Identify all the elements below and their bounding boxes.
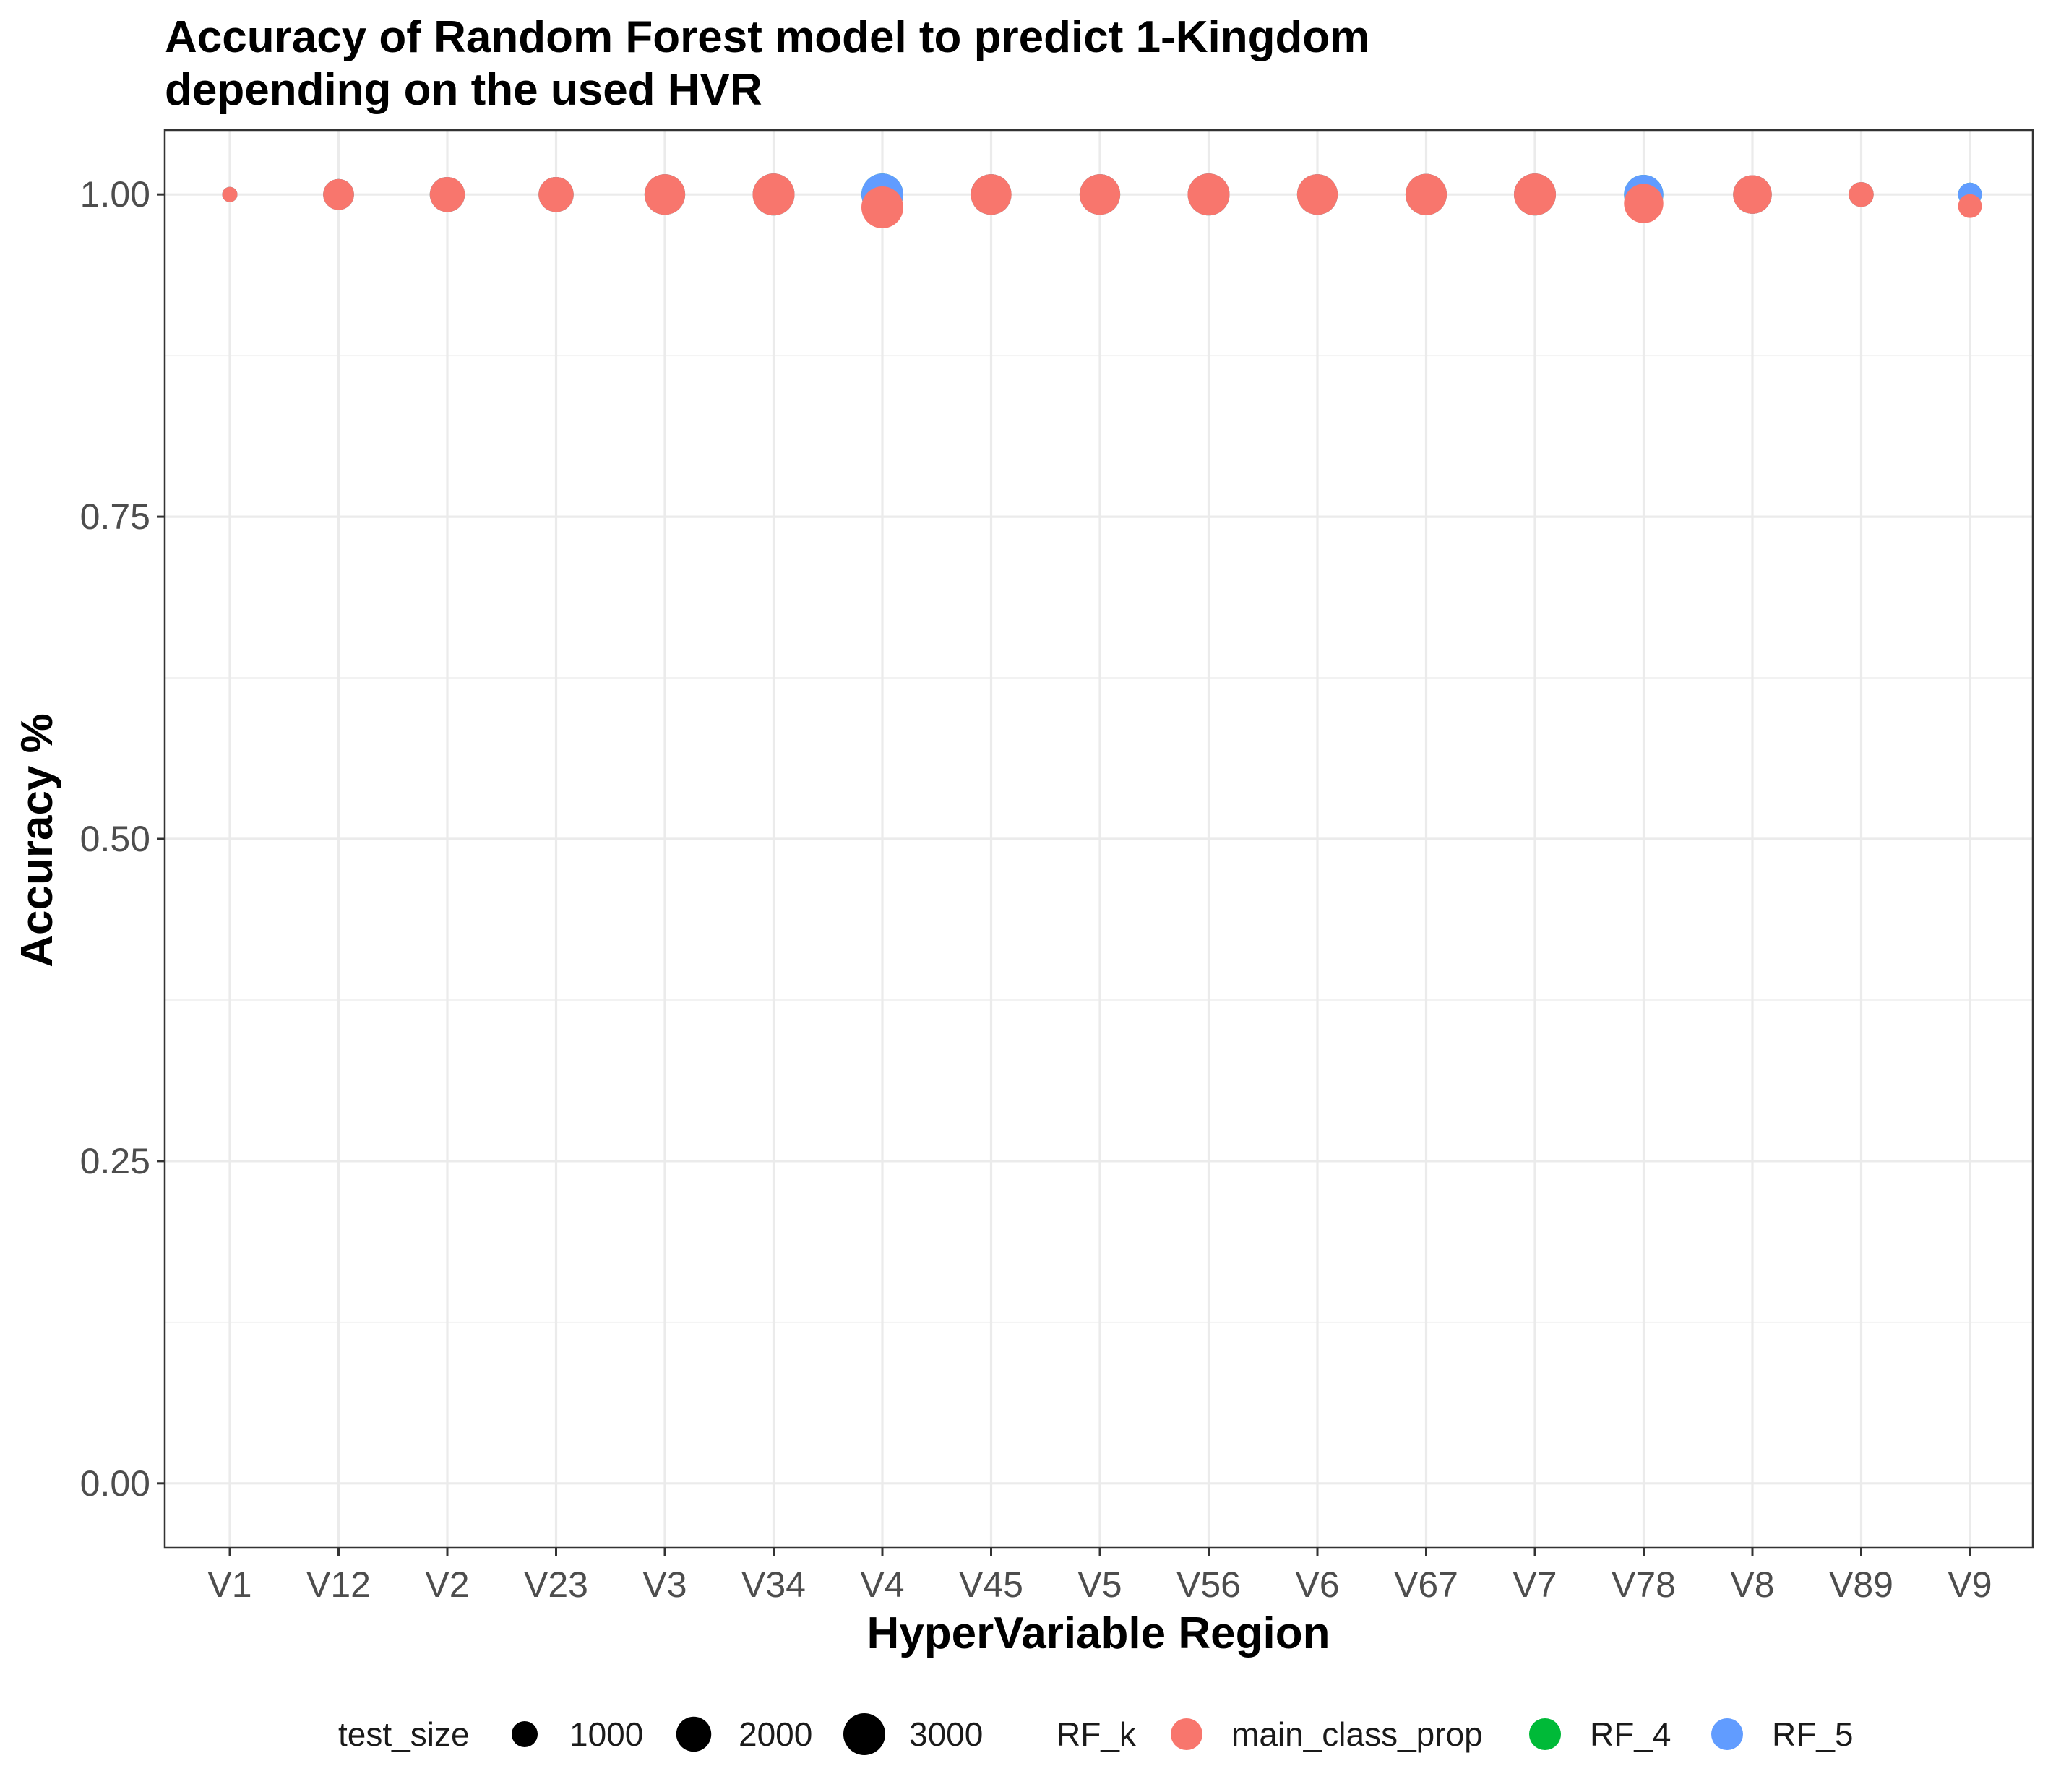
legend-size-key-3000 (843, 1713, 885, 1755)
data-point-main-class-prop-v7 (1514, 173, 1556, 216)
y-tick-label: 0.50 (80, 819, 150, 859)
data-point-main-class-prop-v34 (752, 173, 795, 216)
x-tick-label: V56 (1176, 1564, 1241, 1605)
x-tick-label: V45 (959, 1564, 1023, 1605)
y-axis-title: Accuracy % (12, 713, 62, 968)
data-point-main-class-prop-v56 (1187, 173, 1230, 216)
x-tick-label: V89 (1829, 1564, 1893, 1605)
legend-color-key-rf-5 (1711, 1718, 1743, 1750)
x-tick-label: V78 (1612, 1564, 1676, 1605)
legend-color-label: RF_5 (1772, 1715, 1853, 1753)
legend-color-key-main-class-prop (1171, 1718, 1202, 1750)
data-point-main-class-prop-v45 (971, 174, 1012, 215)
data-point-main-class-prop-v3 (644, 174, 686, 215)
legend-color-label: RF_4 (1590, 1715, 1671, 1753)
legend-size-key-2000 (676, 1716, 712, 1752)
data-point-main-class-prop-v12 (323, 178, 354, 210)
y-tick-label: 1.00 (80, 174, 150, 215)
plot-area: 0.00 0.25 0.50 0.75 1.00 V1 V12 V2 V23 V3 V34 V4 V45… (80, 129, 2034, 1605)
x-tick-label: V34 (741, 1564, 806, 1605)
legend-size-key-1000 (511, 1720, 538, 1748)
legend-color-title: RF_k (1057, 1715, 1137, 1753)
x-tick-label: V7 (1513, 1564, 1557, 1605)
data-point-main-class-prop-v1 (222, 186, 238, 202)
x-tick-label: V6 (1295, 1564, 1339, 1605)
data-point-main-class-prop-v4 (861, 186, 903, 229)
data-point-main-class-prop-v67 (1405, 173, 1447, 215)
x-tick-label: V8 (1730, 1564, 1774, 1605)
x-tick-label: V67 (1394, 1564, 1458, 1605)
y-tick-label: 0.25 (80, 1141, 150, 1181)
legend: test_size 1000 2000 3000 RF_k main_class_prop… (338, 1713, 1853, 1755)
legend-size-title: test_size (338, 1715, 470, 1753)
legend-size-label: 1000 (569, 1715, 643, 1753)
x-tick-label: V5 (1077, 1564, 1122, 1605)
data-point-main-class-prop-v89 (1849, 181, 1874, 207)
x-axis-title: HyperVariable Region (867, 1608, 1330, 1658)
x-tick-label: V3 (642, 1564, 687, 1605)
y-tick-label: 0.75 (80, 496, 150, 537)
data-point-main-class-prop-v8 (1733, 175, 1772, 214)
x-tick-label: V1 (207, 1564, 251, 1605)
data-point-main-class-prop-v23 (538, 176, 574, 212)
y-tick-label: 0.00 (80, 1463, 150, 1504)
chart-title-line-2: depending on the used HVR (165, 65, 762, 115)
x-tick-label: V9 (1948, 1564, 1992, 1605)
x-tick-label: V23 (524, 1564, 588, 1605)
data-point-main-class-prop-v9 (1958, 194, 1982, 218)
legend-color-key-rf-4 (1529, 1718, 1561, 1750)
legend-color-label: main_class_prop (1231, 1715, 1483, 1753)
x-tick-label: V2 (425, 1564, 469, 1605)
legend-size-label: 3000 (909, 1715, 983, 1753)
x-tick-label: V4 (860, 1564, 904, 1605)
data-point-main-class-prop-v5 (1079, 174, 1121, 215)
data-point-main-class-prop-v6 (1296, 174, 1338, 215)
chart-title-line-1: Accuracy of Random Forest model to predi… (165, 12, 1369, 62)
data-point-main-class-prop-v2 (429, 176, 465, 212)
data-point-main-class-prop-v78 (1624, 184, 1664, 223)
legend-size-label: 2000 (739, 1715, 812, 1753)
x-tick-label: V12 (306, 1564, 371, 1605)
